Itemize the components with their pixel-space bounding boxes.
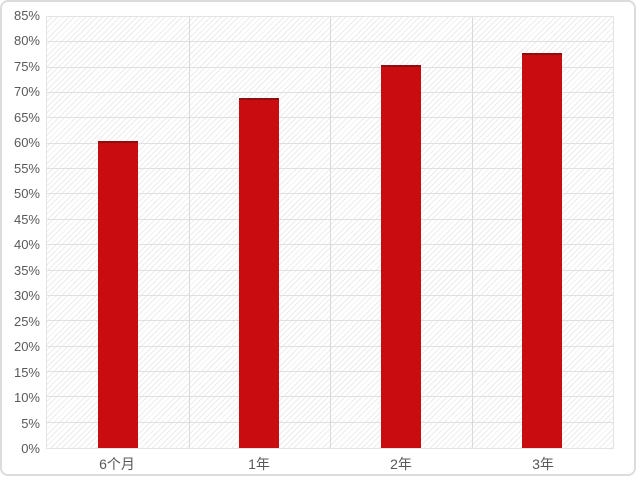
plot-area <box>46 16 614 449</box>
category-separator-gridline <box>330 17 331 448</box>
y-tick-label: 85% <box>13 8 40 23</box>
y-tick-label: 35% <box>13 262 40 278</box>
y-tick-label: 60% <box>13 135 40 151</box>
x-category-label: 6个月 <box>99 456 135 472</box>
bar-6个月 <box>97 141 138 448</box>
x-axis-labels: 6个月 1年 2年 3年 <box>46 453 614 474</box>
x-category-label: 3年 <box>532 456 554 472</box>
x-category-label: 1年 <box>248 456 270 472</box>
y-tick-label: 10% <box>13 390 40 406</box>
y-tick-label: 40% <box>13 237 40 253</box>
category-separator-gridline <box>471 17 473 448</box>
category-separator-gridline <box>188 17 190 448</box>
bar-3年 <box>522 52 563 448</box>
y-tick-label: 25% <box>13 313 40 329</box>
y-tick-label: 80% <box>13 33 40 49</box>
y-tick-label: 70% <box>13 84 40 100</box>
y-tick-label: 5% <box>21 415 40 431</box>
y-tick-label: 45% <box>13 211 40 227</box>
y-tick-label: 30% <box>13 288 40 304</box>
y-tick-label: 75% <box>13 58 40 74</box>
bar-1年 <box>239 98 280 448</box>
x-category-label: 2年 <box>390 456 412 472</box>
y-tick-label: 15% <box>13 364 40 380</box>
y-tick-label: 0% <box>21 441 40 456</box>
bar-2年 <box>380 65 421 448</box>
y-tick-label: 50% <box>13 186 40 202</box>
y-axis-labels: 0% 5% 10% 15% 20% 25% 30% 35% 40% 45% 50% 55% 60% 65%… <box>2 2 40 474</box>
y-tick-label: 65% <box>13 109 40 125</box>
y-tick-label: 55% <box>13 160 40 176</box>
y-tick-label: 20% <box>13 339 40 355</box>
